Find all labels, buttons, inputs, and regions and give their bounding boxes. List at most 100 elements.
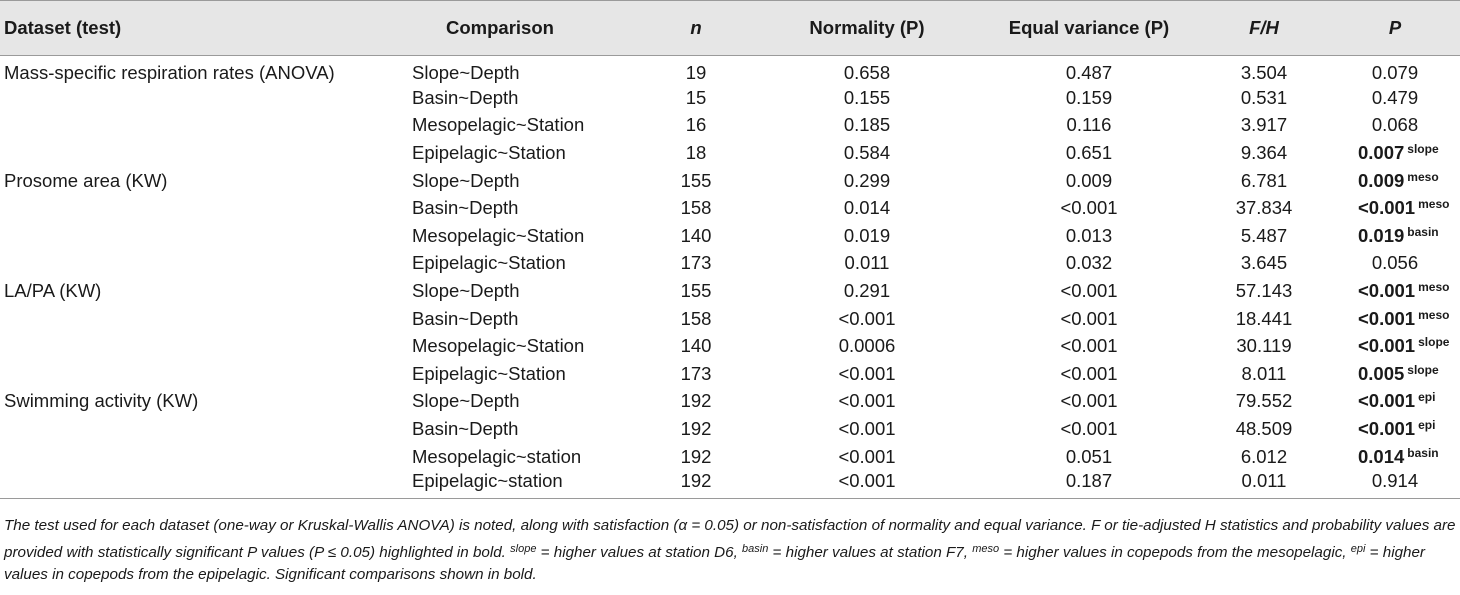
cell-equal-variance: 0.032 [1065, 252, 1113, 274]
footnote-text: = higher values in copepods from the mes… [999, 543, 1351, 561]
cell-comparison: Slope~Depth [412, 169, 520, 191]
cell-normality: <0.001 [754, 470, 980, 500]
cell-p: <0.001 slope [1330, 332, 1460, 360]
cell-n: 18 [685, 141, 707, 163]
cell-p: <0.001 meso [1330, 194, 1460, 222]
cell-comparison: Mesopelagic~Station [412, 114, 585, 136]
cell-p: 0.056 [1330, 250, 1460, 278]
cell-p: 0.079 [1330, 56, 1460, 85]
cell-p: 0.019 basin [1330, 222, 1460, 250]
footnote-text: = higher values at station F7, [768, 543, 973, 561]
table-row: Epipelagic~Station 18 0.584 0.651 9.364 0.007… [0, 139, 1460, 167]
table-row: Basin~Depth 192 <0.001 <0.001 48.509 <0.001 ep… [0, 415, 1460, 443]
cell-comparison: Epipelagic~station [412, 470, 638, 500]
table-row: Basin~Depth 158 <0.001 <0.001 18.441 <0.001 me… [0, 305, 1460, 333]
cell-fh: 3.504 [1240, 62, 1288, 83]
cell-normality: 0.299 [843, 169, 891, 191]
cell-equal-variance: 0.009 [1065, 169, 1113, 191]
significance-marker: meso [1418, 307, 1450, 322]
cell-n: 16 [685, 114, 707, 136]
cell-comparison: Basin~Depth [412, 197, 519, 219]
cell-fh: 57.143 [1235, 279, 1293, 301]
cell-p: <0.001 meso [1330, 305, 1460, 333]
significance-marker: slope [1407, 362, 1439, 377]
cell-n: 173 [680, 362, 712, 384]
table-row: Epipelagic~Station 173 <0.001 <0.001 8.011 0.… [0, 360, 1460, 388]
cell-equal-variance: 0.487 [1065, 62, 1113, 83]
p-value: 0.009 [1358, 169, 1405, 191]
cell-p: 0.068 [1330, 112, 1460, 140]
cell-p: <0.001 epi [1330, 415, 1460, 443]
p-value: <0.001 [1358, 417, 1416, 439]
cell-n: 158 [680, 307, 712, 329]
cell-equal-variance: <0.001 [1060, 362, 1118, 384]
significance-marker: slope [1407, 141, 1439, 156]
table-row: LA/PA (KW) Slope~Depth 155 0.291 <0.001 57.14… [0, 277, 1460, 305]
header-comparison: Comparison [412, 0, 638, 56]
cell-equal-variance: <0.001 [1060, 307, 1118, 329]
table-row: Mesopelagic~station 192 <0.001 0.051 6.012 0.… [0, 443, 1460, 471]
cell-equal-variance: 0.116 [1066, 114, 1112, 136]
cell-normality: 0.155 [843, 86, 891, 108]
cell-dataset [0, 305, 412, 333]
cell-dataset [0, 194, 412, 222]
table-row: Mesopelagic~Station 16 0.185 0.116 3.917 0.06… [0, 112, 1460, 140]
cell-comparison: Mesopelagic~station [412, 445, 582, 467]
cell-fh: 48.509 [1235, 417, 1293, 439]
cell-comparison: Epipelagic~Station [412, 141, 566, 163]
cell-fh: 9.364 [1240, 141, 1288, 163]
p-value: 0.068 [1371, 114, 1419, 136]
cell-equal-variance: <0.001 [1060, 197, 1118, 219]
p-value: 0.005 [1358, 362, 1405, 384]
cell-fh: 3.917 [1240, 114, 1288, 136]
table-row: Mesopelagic~Station 140 0.0006 <0.001 30.119… [0, 332, 1460, 360]
cell-normality: 0.014 [843, 197, 891, 219]
significance-marker: meso [1418, 279, 1450, 294]
table-row: Basin~Depth 158 0.014 <0.001 37.834 <0.001 mes… [0, 194, 1460, 222]
cell-equal-variance: 0.187 [980, 470, 1198, 500]
cell-comparison: Mesopelagic~Station [412, 224, 585, 246]
table-row: Mass-specific respiration rates (ANOVA) S… [0, 56, 1460, 85]
cell-fh: 30.119 [1236, 335, 1292, 357]
cell-dataset [0, 250, 412, 278]
header-equal-variance: Equal variance (P) [980, 0, 1198, 56]
table-row: Mesopelagic~Station 140 0.019 0.013 5.487 0.0… [0, 222, 1460, 250]
cell-dataset [0, 470, 412, 500]
cell-fh: 3.645 [1240, 252, 1288, 274]
cell-comparison: Basin~Depth [412, 86, 519, 108]
footnote-text: = higher values at station D6, [536, 543, 743, 561]
header-fh: F/H [1198, 0, 1330, 56]
header-n: n [638, 0, 754, 56]
cell-dataset [0, 139, 412, 167]
cell-dataset [0, 112, 412, 140]
cell-normality: <0.001 [838, 307, 896, 329]
table-body: Mass-specific respiration rates (ANOVA) S… [0, 56, 1460, 500]
cell-n: 173 [680, 252, 712, 274]
cell-comparison: Slope~Depth [412, 62, 520, 83]
table-footnote: The test used for each dataset (one-way … [4, 515, 1456, 587]
p-value: <0.001 [1358, 390, 1416, 412]
footnote-text: The test used for each dataset (one-way … [4, 517, 1456, 561]
cell-n: 158 [680, 197, 712, 219]
cell-normality: 0.584 [843, 141, 891, 163]
header-p: P [1330, 0, 1460, 56]
significance-marker: meso [1407, 169, 1439, 184]
cell-normality: 0.019 [843, 224, 891, 246]
cell-n: 192 [680, 390, 712, 412]
cell-dataset [0, 84, 412, 112]
cell-fh: 8.011 [1241, 362, 1287, 384]
table-header-row: Dataset (test) Comparison n Normality (P… [0, 0, 1460, 56]
cell-equal-variance: <0.001 [1060, 417, 1118, 439]
cell-n: 15 [685, 86, 707, 108]
cell-p: 0.014 basin [1330, 443, 1460, 471]
cell-n: 155 [680, 169, 712, 191]
cell-dataset [0, 222, 412, 250]
cell-equal-variance: 0.013 [1065, 224, 1113, 246]
table-row: Swimming activity (KW) Slope~Depth 192 <0.0… [0, 388, 1460, 416]
cell-normality: <0.001 [838, 417, 896, 439]
cell-comparison: Basin~Depth [412, 307, 519, 329]
cell-normality: <0.001 [838, 445, 896, 467]
cell-fh: 79.552 [1235, 390, 1293, 412]
significance-marker: basin [1407, 224, 1439, 239]
cell-equal-variance: <0.001 [1060, 390, 1118, 412]
